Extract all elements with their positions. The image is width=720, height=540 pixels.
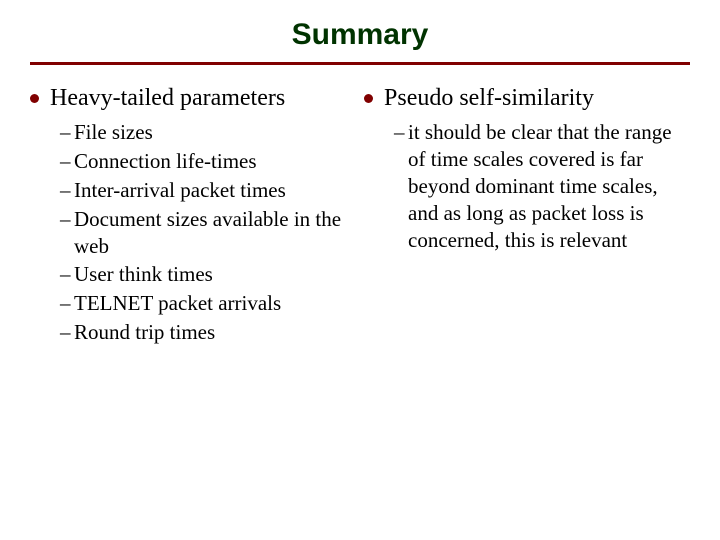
left-column: Heavy-tailed parameters – File sizes – C… [30,83,360,348]
list-item-text: Connection life-times [74,149,257,173]
list-item: – File sizes [60,119,352,146]
dash-icon: – [60,177,71,204]
dash-icon: – [60,261,71,288]
slide: Summary Heavy-tailed parameters – File s… [0,0,720,540]
title-underline [30,62,690,65]
list-item-text: Inter-arrival packet times [74,178,286,202]
right-column: Pseudo self-similarity – it should be cl… [360,83,690,348]
content-columns: Heavy-tailed parameters – File sizes – C… [30,83,690,348]
right-sub-list: – it should be clear that the range of t… [364,119,690,253]
dash-icon: – [60,290,71,317]
list-item: – it should be clear that the range of t… [394,119,690,253]
dash-icon: – [60,319,71,346]
dash-icon: – [60,119,71,146]
list-item-text: File sizes [74,120,153,144]
list-item: – Document sizes available in the web [60,206,352,260]
list-item-text: TELNET packet arrivals [74,291,281,315]
bullet-icon [30,94,39,103]
list-item: – User think times [60,261,352,288]
right-heading-item: Pseudo self-similarity [364,83,690,113]
dash-icon: – [60,148,71,175]
right-heading-text: Pseudo self-similarity [384,85,594,111]
dash-icon: – [60,206,71,233]
bullet-icon [364,94,373,103]
left-sub-list: – File sizes – Connection life-times – I… [30,119,352,346]
slide-title: Summary [30,18,690,52]
list-item-text: Document sizes available in the web [74,207,341,258]
dash-icon: – [394,119,405,146]
list-item: – Connection life-times [60,148,352,175]
list-item: – TELNET packet arrivals [60,290,352,317]
list-item-text: it should be clear that the range of tim… [408,120,672,252]
left-heading-text: Heavy-tailed parameters [50,85,285,111]
list-item: – Round trip times [60,319,352,346]
list-item-text: Round trip times [74,320,215,344]
left-heading-item: Heavy-tailed parameters [30,83,352,113]
list-item-text: User think times [74,262,213,286]
list-item: – Inter-arrival packet times [60,177,352,204]
